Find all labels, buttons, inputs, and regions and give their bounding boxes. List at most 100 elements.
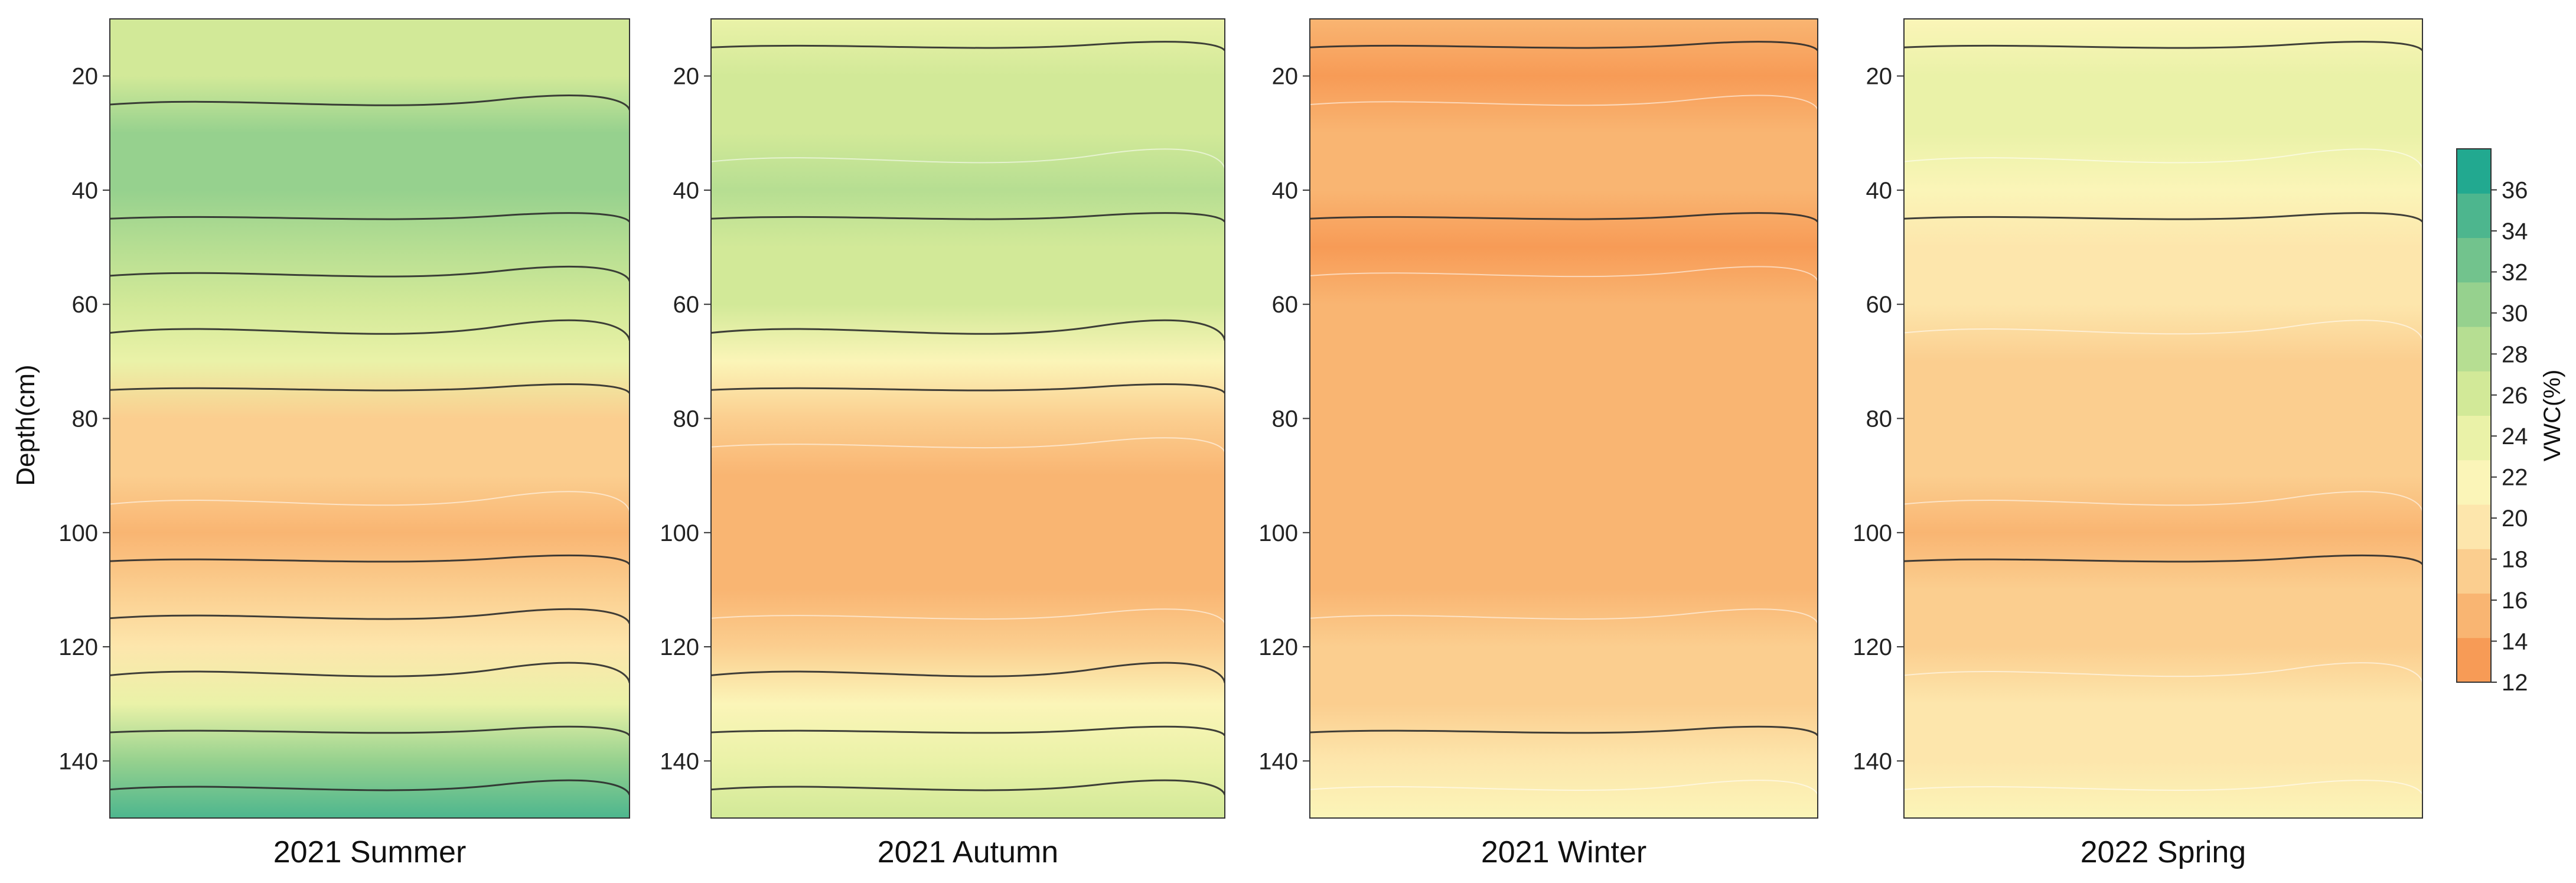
contour-line [110,265,630,282]
colorbar-segment [2457,593,2491,638]
contour-line [110,779,630,796]
y-tick-label: 80 [673,406,700,432]
colorbar-segment [2457,371,2491,416]
contour-line [711,41,1225,51]
colorbar-label: VWC(%) [2539,370,2565,462]
contour-line [711,148,1225,170]
contour-lines [110,95,630,796]
colorbar-tick-label: 22 [2502,465,2528,491]
panel-2: 20 40 60 80 100 120 140 2021 Autumn [660,18,1225,869]
panel-3: 20 40 60 80 100 120 140 2021 Winter [1258,18,1818,869]
colorbar-tick-label: 34 [2502,219,2528,245]
y-tick-label: 60 [72,292,99,318]
panels-group: 20 40 60 80 100 120 140 2021 Summer 20 40 60 80 100 1… [58,18,2423,869]
colorbar-tick-label: 30 [2502,301,2528,327]
colorbar-segment [2457,637,2491,683]
contour-line [1904,491,2422,512]
contour-line [1904,554,2422,565]
contour-line [1310,725,1818,737]
contour-line [1904,41,2422,51]
panel-title: 2021 Summer [273,835,467,869]
y-tick-label: 80 [1866,406,1893,432]
contour-line [1310,780,1818,796]
y-tick-label: 20 [673,64,700,90]
colorbar-tick-label: 16 [2502,588,2528,614]
y-tick-label: 140 [1853,748,1892,774]
contour-line [110,662,630,683]
contour-line [110,383,630,394]
colorbar-segment [2457,282,2491,327]
contour-line [110,554,630,565]
contour-lines [711,41,1225,796]
colorbar-segment [2457,193,2491,238]
colorbar-tick-label: 24 [2502,423,2528,449]
panel-title: 2022 Spring [2081,835,2246,869]
y-tick-label: 140 [660,748,699,774]
contour-line [110,608,630,624]
y-tick-label: 20 [72,64,99,90]
colorbar-frame [2456,148,2492,683]
contour-line [110,212,630,223]
colorbar-tick-label: 26 [2502,383,2528,409]
y-tick-label: 100 [1258,520,1298,546]
colorbar: 12 14 16 18 20 22 24 26 28 30 32 34 36 VWC(%) [2456,148,2565,696]
contour-line [110,95,630,110]
y-tick-label: 60 [1866,292,1893,318]
colorbar-tick-label: 28 [2502,341,2528,367]
contour-line [711,608,1225,624]
y-tick-label: 100 [58,520,98,546]
contour-line [711,319,1225,341]
panel-title: 2021 Autumn [878,835,1058,869]
contour-line [1904,780,2422,796]
contour-line [110,491,630,512]
contour-line [1310,608,1818,624]
colorbar-tick-label: 20 [2502,506,2528,532]
panel-4: 20 40 60 80 100 120 140 2022 Spring [1853,18,2423,869]
contour-line [1310,266,1818,282]
y-tick-label: 120 [1258,634,1298,660]
colorbar-tick-label: 12 [2502,670,2528,696]
contour-lines [1310,41,1818,796]
colorbar-tick-label: 18 [2502,547,2528,573]
y-tick-label: 120 [1853,634,1892,660]
y-tick-label: 60 [673,292,700,318]
panel-1: 20 40 60 80 100 120 140 2021 Summer [58,18,630,869]
y-tick-label: 40 [1272,178,1299,204]
colorbar-tick-label: 32 [2502,259,2528,285]
y-tick-label: 80 [72,406,99,432]
colorbar-segment [2457,149,2491,194]
colorbar-segment [2457,415,2491,461]
y-tick-label: 140 [1258,748,1298,774]
y-tick-label: 40 [72,178,99,204]
contour-line [711,437,1225,453]
colorbar-segment [2457,460,2491,505]
contour-line [1904,212,2422,223]
colorbar-segment [2457,504,2491,549]
y-tick-label: 20 [1866,64,1893,90]
contour-line [711,662,1225,683]
y-tick-label: 80 [1272,406,1299,432]
contour-line [1904,320,2422,341]
y-tick-label: 120 [660,634,699,660]
panel-field [110,19,630,818]
colorbar-segment [2457,237,2491,283]
y-axis-title: Depth(cm) [11,364,40,486]
contour-line [110,319,630,341]
y-tick-label: 40 [673,178,700,204]
contour-lines [1904,41,2422,796]
contour-line [711,212,1225,223]
y-tick-label: 20 [1272,64,1299,90]
panel-field [1904,19,2422,818]
y-tick-label: 140 [58,748,98,774]
contour-line [711,779,1225,796]
y-tick-label: 60 [1272,292,1299,318]
panel-title: 2021 Winter [1481,835,1646,869]
contour-line [1904,662,2422,683]
y-tick-label: 120 [58,634,98,660]
colorbar-segment [2457,549,2491,594]
y-tick-label: 40 [1866,178,1893,204]
panel-field [711,19,1225,818]
panel-field [1310,19,1818,818]
contour-line [1904,148,2422,170]
